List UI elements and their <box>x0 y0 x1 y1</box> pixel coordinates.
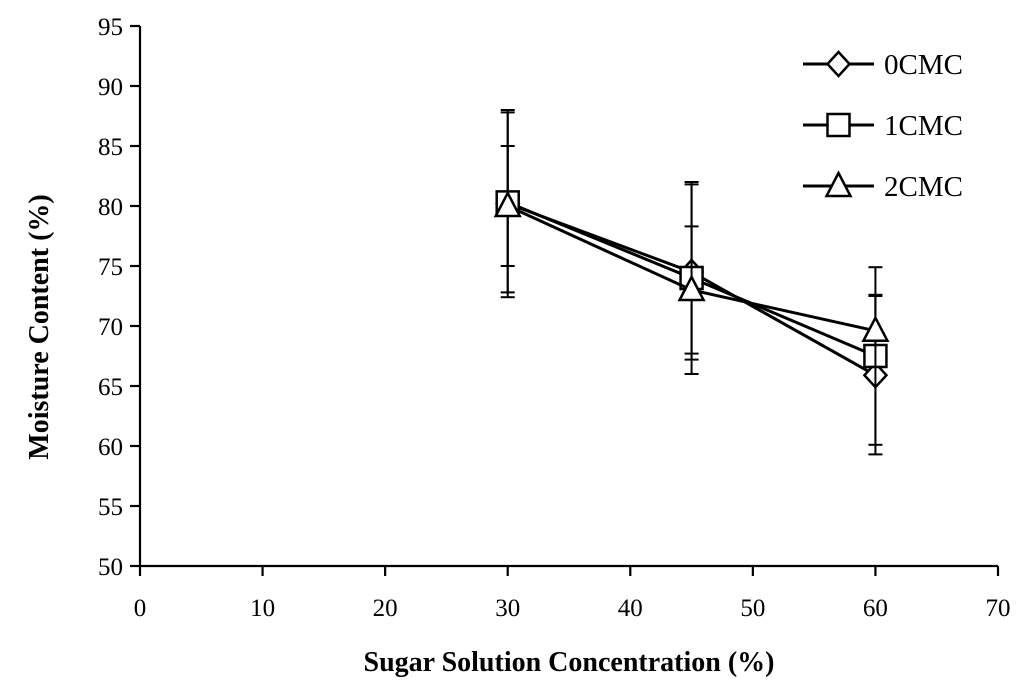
data-point <box>677 274 706 302</box>
series-2cmc <box>493 145 890 368</box>
data-point <box>861 315 890 343</box>
y-tick-label: 60 <box>98 434 123 461</box>
x-tick-label: 10 <box>250 595 275 622</box>
legend-label: 2CMC <box>884 171 963 203</box>
y-tick-label: 85 <box>98 134 123 161</box>
y-tick-label: 65 <box>98 374 123 401</box>
x-tick-label: 20 <box>373 595 398 622</box>
x-tick-label: 30 <box>495 595 520 622</box>
y-tick-label: 70 <box>98 314 123 341</box>
legend-marker <box>825 50 852 78</box>
y-axis-title: Moisture Content (%) <box>24 194 55 459</box>
y-tick-label: 95 <box>98 14 123 41</box>
x-tick-label: 40 <box>618 595 643 622</box>
y-tick-label: 75 <box>98 254 123 281</box>
legend-label: 1CMC <box>884 110 963 142</box>
x-axis-ticks: 0 10 20 30 40 50 60 70 <box>134 566 1011 622</box>
data-point <box>493 190 522 218</box>
legend-entry-2cmc: 2CMC <box>803 170 963 203</box>
legend: 0CMC 1CMC 2CMC <box>803 49 963 203</box>
y-tick-label: 90 <box>98 74 123 101</box>
x-tick-label: 0 <box>134 595 147 622</box>
series-group <box>493 109 890 456</box>
y-tick-label: 80 <box>98 194 123 221</box>
legend-label: 0CMC <box>884 49 963 81</box>
y-axis-ticks: 50 55 60 65 70 75 80 85 90 95 <box>98 14 140 581</box>
legend-entry-1cmc: 1CMC <box>803 110 963 142</box>
x-tick-label: 60 <box>863 595 888 622</box>
x-tick-label: 50 <box>740 595 765 622</box>
y-tick-label: 50 <box>98 554 123 581</box>
x-tick-label: 70 <box>986 595 1011 622</box>
x-axis-title: Sugar Solution Concentration (%) <box>364 647 775 678</box>
axes <box>138 26 998 568</box>
legend-marker <box>826 112 851 138</box>
legend-marker <box>824 170 853 198</box>
legend-entry-0cmc: 0CMC <box>803 49 963 81</box>
y-tick-label: 55 <box>98 494 123 521</box>
